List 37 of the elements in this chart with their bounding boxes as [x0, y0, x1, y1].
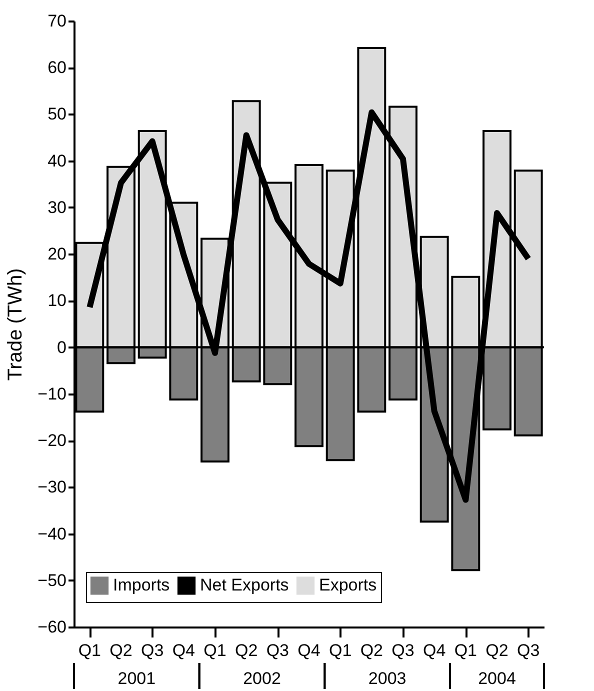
- x-tick-label: Q2: [110, 641, 132, 660]
- x-tick-label: Q3: [516, 641, 540, 660]
- y-tick-label: −40: [38, 524, 66, 544]
- y-tick-label: 50: [48, 104, 66, 124]
- y-tick-label: −50: [38, 570, 66, 590]
- legend-label: Imports: [113, 576, 170, 595]
- y-tick-label: −20: [38, 431, 66, 450]
- y-axis-title: Trade (TWh): [4, 268, 27, 381]
- x-tick-label: Q1: [328, 641, 352, 660]
- x-tick-label: Q4: [422, 641, 446, 660]
- x-tick-label: Q3: [392, 641, 414, 660]
- x-tick-label: Q2: [360, 641, 384, 660]
- x-tick-label: Q1: [204, 641, 226, 660]
- legend-label: Exports: [319, 576, 377, 595]
- x-tick-label: Q2: [486, 641, 508, 660]
- text: 2001: [118, 669, 156, 688]
- x-tick-label: Q1: [78, 641, 102, 660]
- x-tick-label: Q3: [266, 641, 290, 660]
- x-tick-label: Q1: [454, 641, 478, 660]
- y-tick-label: 70: [48, 12, 66, 30]
- text: 2002: [243, 669, 281, 688]
- y-tick-label: 0: [57, 338, 66, 357]
- y-tick-label: 40: [48, 151, 66, 170]
- y-tick-label: 30: [48, 198, 66, 217]
- x-tick-label: Q4: [298, 641, 320, 660]
- x-tick-label: Q3: [140, 641, 164, 660]
- x-tick-label: Q2: [234, 641, 258, 660]
- y-tick-label: 60: [48, 58, 66, 78]
- y-tick-label: 10: [48, 291, 66, 310]
- text: 2004: [478, 669, 516, 688]
- x-tick-label: Q4: [172, 641, 196, 660]
- y-tick-label: −30: [38, 478, 66, 497]
- legend-label: Net Exports: [200, 576, 289, 595]
- y-tick-label: −60: [38, 618, 66, 636]
- text: 2003: [368, 669, 406, 688]
- y-tick-label: 20: [48, 244, 66, 264]
- y-tick-label: −10: [38, 384, 66, 404]
